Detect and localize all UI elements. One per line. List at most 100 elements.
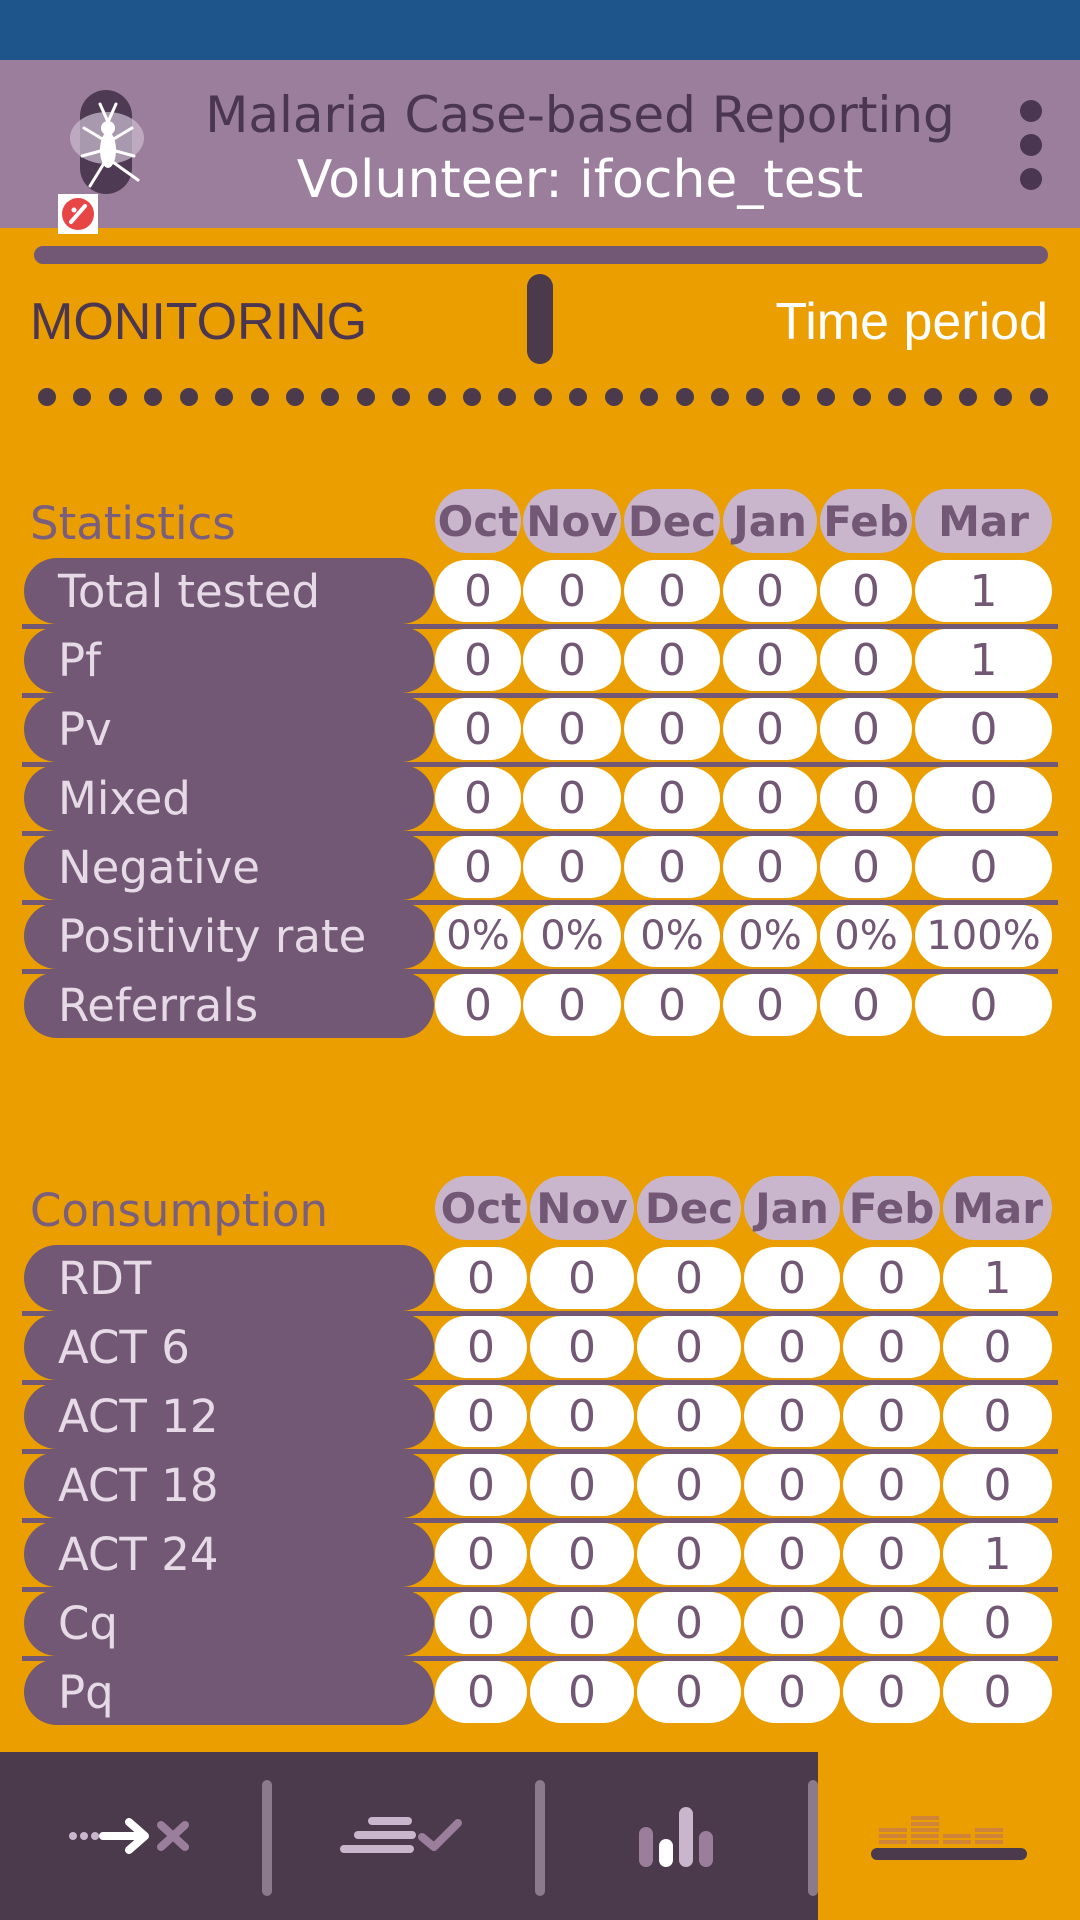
table-cell: 0 <box>723 836 817 898</box>
table-cell: 0 <box>943 1592 1052 1654</box>
table-cell: 0 <box>637 1523 741 1585</box>
table-cell: 0 <box>530 1247 634 1309</box>
row-label: Referrals <box>24 972 434 1038</box>
table-cell: 0 <box>744 1661 840 1723</box>
table-cell: 0 <box>637 1247 741 1309</box>
month-header: Mar <box>943 1176 1052 1240</box>
table-cell: 0% <box>624 905 720 967</box>
table-cell: 0 <box>820 767 912 829</box>
month-header: Feb <box>820 489 912 553</box>
overflow-menu-icon[interactable] <box>1016 100 1046 200</box>
nav-item-charts[interactable] <box>545 1752 807 1920</box>
table-cell: 0 <box>637 1454 741 1516</box>
row-label: ACT 6 <box>24 1314 434 1380</box>
app-header: Malaria Case-based Reporting Volunteer: … <box>0 60 1080 234</box>
table-cell: 0 <box>723 974 817 1036</box>
table-cell: 0 <box>943 1661 1052 1723</box>
bar-chart-icon <box>639 1807 713 1867</box>
month-header: Mar <box>915 489 1052 553</box>
table-cell: 0 <box>744 1592 840 1654</box>
section-title: Statistics <box>30 497 236 550</box>
nav-divider <box>535 1780 545 1896</box>
month-header: Dec <box>637 1176 741 1240</box>
table-cell: 0 <box>744 1385 840 1447</box>
row-label: Negative <box>24 834 434 900</box>
table-cell: 0% <box>820 905 912 967</box>
table-row: ACT 18 0 0 0 0 0 0 <box>0 1452 1080 1523</box>
row-label: Pf <box>24 627 434 693</box>
table-cell: 0 <box>530 1385 634 1447</box>
table-cell: 0 <box>523 698 621 760</box>
table-cell: 1 <box>943 1523 1052 1585</box>
row-label: Cq <box>24 1590 434 1656</box>
table-cell: 0 <box>523 767 621 829</box>
page-indicator-dots <box>38 388 1048 408</box>
table-cell: 0 <box>435 1385 527 1447</box>
table-cell: 0 <box>723 629 817 691</box>
table-cell: 1 <box>915 629 1052 691</box>
month-header: Jan <box>723 489 817 553</box>
table-cell: 0 <box>637 1316 741 1378</box>
month-header: Nov <box>523 489 621 553</box>
row-label: ACT 12 <box>24 1383 434 1449</box>
table-cell: 0 <box>820 836 912 898</box>
table-cell: 0 <box>435 836 521 898</box>
table-cell: 0 <box>843 1247 940 1309</box>
volunteer-label: Volunteer: ifoche_test <box>296 150 864 210</box>
table-row: ACT 24 0 0 0 0 0 1 <box>0 1521 1080 1592</box>
row-label: Positivity rate <box>24 903 434 969</box>
table-cell: 0 <box>637 1592 741 1654</box>
stacked-bars-icon <box>871 1816 1027 1860</box>
table-cell: 0 <box>843 1454 940 1516</box>
table-cell: 0 <box>915 974 1052 1036</box>
row-label: ACT 24 <box>24 1521 434 1587</box>
app-logo <box>58 90 158 234</box>
table-cell: 0 <box>915 698 1052 760</box>
table-cell: 0 <box>435 629 521 691</box>
table-cell: 0 <box>820 974 912 1036</box>
table-cell: 0 <box>435 560 521 622</box>
table-cell: 0 <box>624 767 720 829</box>
nav-divider <box>808 1780 818 1896</box>
table-row: ACT 12 0 0 0 0 0 0 <box>0 1383 1080 1454</box>
table-cell: 0 <box>744 1523 840 1585</box>
table-row: Cq 0 0 0 0 0 0 <box>0 1590 1080 1661</box>
table-cell: 0 <box>637 1661 741 1723</box>
monitoring-label[interactable]: MONITORING <box>30 293 368 351</box>
mosquito-icon <box>80 102 140 188</box>
table-cell: 0 <box>624 974 720 1036</box>
table-cell: 0 <box>723 767 817 829</box>
table-row: Referrals 0 0 0 0 0 0 <box>0 972 1080 1038</box>
table-cell: 1 <box>915 560 1052 622</box>
mode-toggle-handle[interactable] <box>527 274 553 364</box>
nav-item-new-case[interactable] <box>0 1752 260 1920</box>
time-period-label[interactable]: Time period <box>775 293 1048 351</box>
table-cell: 0 <box>723 698 817 760</box>
section-title: Consumption <box>30 1184 329 1237</box>
table-cell: 0 <box>624 629 720 691</box>
table-row: ACT 6 0 0 0 0 0 0 <box>0 1314 1080 1385</box>
table-row: Positivity rate 0% 0% 0% 0% 0% 100% <box>0 903 1080 974</box>
month-header: Jan <box>744 1176 840 1240</box>
table-cell: 0 <box>915 767 1052 829</box>
table-row: Pf 0 0 0 0 0 1 <box>0 627 1080 698</box>
table-cell: 0 <box>820 698 912 760</box>
month-header: Dec <box>624 489 720 553</box>
table-cell: 0% <box>523 905 621 967</box>
table-cell: 0% <box>435 905 521 967</box>
table-cell: 0 <box>624 698 720 760</box>
nav-item-list[interactable] <box>272 1752 534 1920</box>
table-cell: 0 <box>530 1523 634 1585</box>
table-cell: 1 <box>943 1247 1052 1309</box>
month-header: Oct <box>435 1176 527 1240</box>
month-header: Nov <box>530 1176 634 1240</box>
nav-item-monitoring[interactable] <box>818 1752 1080 1920</box>
table-cell: 0 <box>637 1385 741 1447</box>
table-cell: 0 <box>843 1385 940 1447</box>
table-cell: 0 <box>523 974 621 1036</box>
table-cell: 0 <box>435 767 521 829</box>
table-cell: 0 <box>723 560 817 622</box>
table-cell: 0 <box>435 1523 527 1585</box>
arrow-cross-icon <box>69 1818 189 1854</box>
row-label: Total tested <box>24 558 434 624</box>
